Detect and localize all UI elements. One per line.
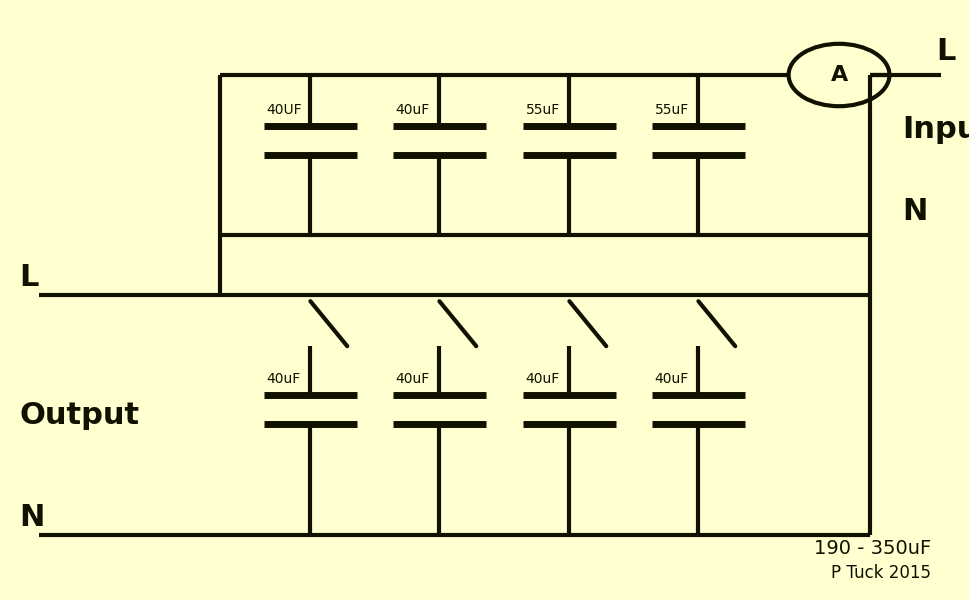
Text: 190 - 350uF: 190 - 350uF bbox=[813, 539, 930, 559]
Text: L: L bbox=[19, 263, 39, 292]
Text: 40uF: 40uF bbox=[525, 372, 559, 386]
Text: 40uF: 40uF bbox=[654, 372, 688, 386]
Text: P Tuck 2015: P Tuck 2015 bbox=[830, 564, 930, 582]
Text: 40uF: 40uF bbox=[395, 103, 429, 117]
Text: L: L bbox=[935, 37, 954, 65]
Text: N: N bbox=[19, 503, 45, 532]
Text: 40UF: 40UF bbox=[266, 103, 302, 117]
Text: Input: Input bbox=[901, 115, 969, 143]
Text: A: A bbox=[829, 65, 847, 85]
Text: 55uF: 55uF bbox=[525, 103, 559, 117]
Text: Output: Output bbox=[19, 401, 140, 430]
Text: 40uF: 40uF bbox=[395, 372, 429, 386]
Text: 55uF: 55uF bbox=[654, 103, 688, 117]
Text: 40uF: 40uF bbox=[266, 372, 300, 386]
Text: N: N bbox=[901, 197, 926, 226]
